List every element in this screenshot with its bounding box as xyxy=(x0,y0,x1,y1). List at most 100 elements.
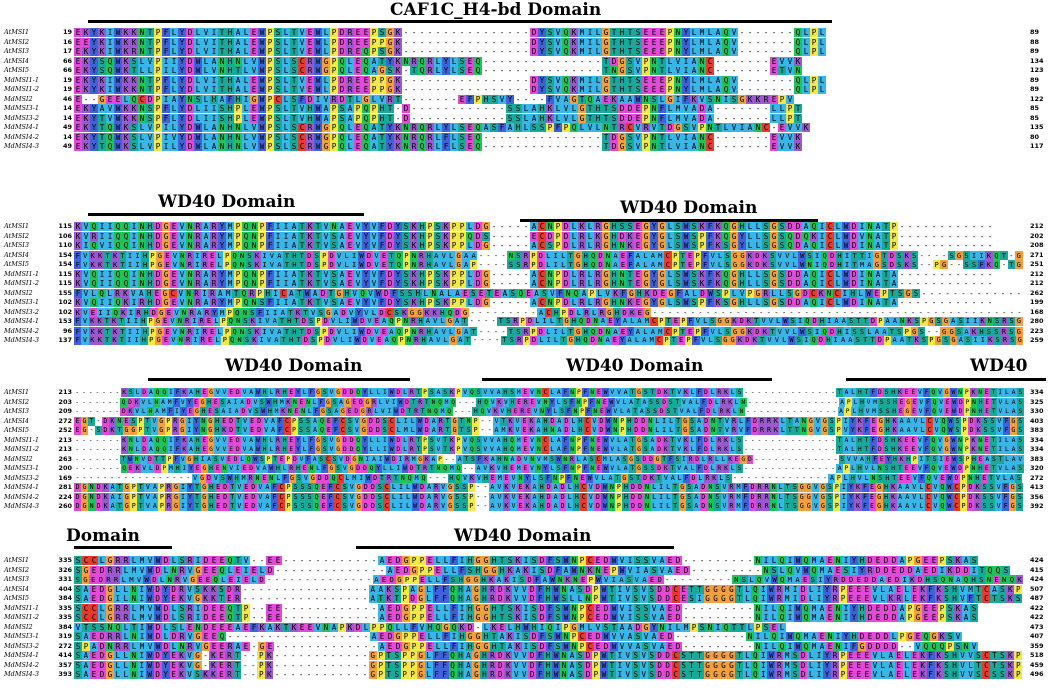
residue: W xyxy=(682,231,690,241)
residue: L xyxy=(709,388,716,397)
residue: A xyxy=(638,407,646,416)
residue: L xyxy=(267,388,275,397)
residue: N xyxy=(618,269,626,279)
alignment-row: AtMSI1 335 S C C L G R R L M V W D L S R I D E E Q T V - - E E - - - - -… xyxy=(0,556,1059,565)
residue: F xyxy=(565,407,573,416)
residue: V xyxy=(178,269,186,279)
residue: L xyxy=(842,473,850,483)
residue: - xyxy=(755,113,761,123)
residue: V xyxy=(499,407,506,416)
residue: A xyxy=(880,326,889,336)
residue: S xyxy=(884,407,891,416)
residue: T xyxy=(103,317,111,326)
residue: F xyxy=(682,94,690,104)
residue: L xyxy=(202,142,210,151)
residue: L xyxy=(779,416,787,426)
residue: - xyxy=(763,37,769,47)
residue: T xyxy=(850,250,859,260)
residue: T xyxy=(634,473,642,483)
residue: N xyxy=(138,28,146,37)
residue: L xyxy=(666,113,674,123)
residue: - xyxy=(771,75,777,85)
residue: - xyxy=(807,455,812,463)
residue: R xyxy=(518,407,526,416)
residue: E xyxy=(672,317,680,326)
residue: A xyxy=(635,317,644,326)
residue: T xyxy=(990,464,997,473)
residue: I xyxy=(210,104,218,113)
residue: N xyxy=(546,279,554,288)
residue: V xyxy=(916,435,924,445)
residue: T xyxy=(115,426,123,435)
residue: S xyxy=(634,37,642,47)
residue: V xyxy=(618,556,626,565)
residue: E xyxy=(288,435,295,445)
residue: P xyxy=(370,47,378,56)
residue: R xyxy=(1000,326,1008,336)
residue: D xyxy=(300,317,308,326)
residue: H xyxy=(889,435,897,445)
residue: T xyxy=(283,326,291,336)
residue: D xyxy=(348,435,355,445)
residue: Q xyxy=(242,222,250,231)
sequence-name: AtMSI2 xyxy=(4,231,30,240)
residue: S xyxy=(402,279,410,288)
residue: S xyxy=(290,132,298,142)
residue: S xyxy=(381,416,389,426)
residue: - xyxy=(476,317,482,325)
residue: F xyxy=(327,502,335,511)
residue: N xyxy=(604,260,612,269)
residue: E xyxy=(944,397,951,407)
residue: L xyxy=(404,502,412,511)
residue: - xyxy=(483,132,489,142)
sequence-end-position: 259 xyxy=(1030,336,1044,344)
residue: E xyxy=(301,464,309,473)
residue: - xyxy=(939,269,945,279)
residue: S xyxy=(970,260,978,269)
residue: L xyxy=(746,279,754,288)
residue: V xyxy=(812,483,820,492)
residue: P xyxy=(963,388,971,397)
residue: G xyxy=(877,426,885,435)
residue: T xyxy=(327,288,335,298)
residue: A xyxy=(432,250,440,260)
residue: F xyxy=(378,298,386,307)
residue: V xyxy=(675,388,683,397)
residue: D xyxy=(305,250,313,260)
residue: V xyxy=(814,416,822,426)
residue: V xyxy=(730,75,738,85)
residue: A xyxy=(649,260,657,269)
residue: N xyxy=(538,407,546,416)
residue: P xyxy=(810,47,818,56)
residue: T xyxy=(290,47,298,56)
residue: G xyxy=(940,260,948,269)
residue: P xyxy=(581,397,589,407)
residue: - xyxy=(403,37,409,47)
residue: D xyxy=(610,132,618,142)
residue: N xyxy=(147,407,154,416)
residue: W xyxy=(634,94,642,104)
residue: V xyxy=(221,388,228,397)
residue: S xyxy=(274,47,282,56)
residue: - xyxy=(984,288,990,298)
residue: Y xyxy=(738,241,746,250)
residue: Q xyxy=(362,113,370,123)
residue: T xyxy=(441,435,449,445)
residue: K xyxy=(82,123,90,132)
residue: S xyxy=(274,28,282,37)
residue: P xyxy=(959,502,967,511)
residue: A xyxy=(370,56,378,66)
residue: G xyxy=(943,435,951,445)
residue: K xyxy=(896,388,904,397)
residue: N xyxy=(186,298,194,307)
residue: K xyxy=(394,28,402,37)
residue: V xyxy=(786,132,794,142)
residue: D xyxy=(674,556,682,565)
residue: E xyxy=(897,407,905,416)
residue: S xyxy=(291,492,299,502)
residue: R xyxy=(122,556,130,565)
residue: C xyxy=(664,260,672,269)
residue: G xyxy=(738,250,747,260)
residue: L xyxy=(282,104,290,113)
residue: - xyxy=(955,222,961,231)
